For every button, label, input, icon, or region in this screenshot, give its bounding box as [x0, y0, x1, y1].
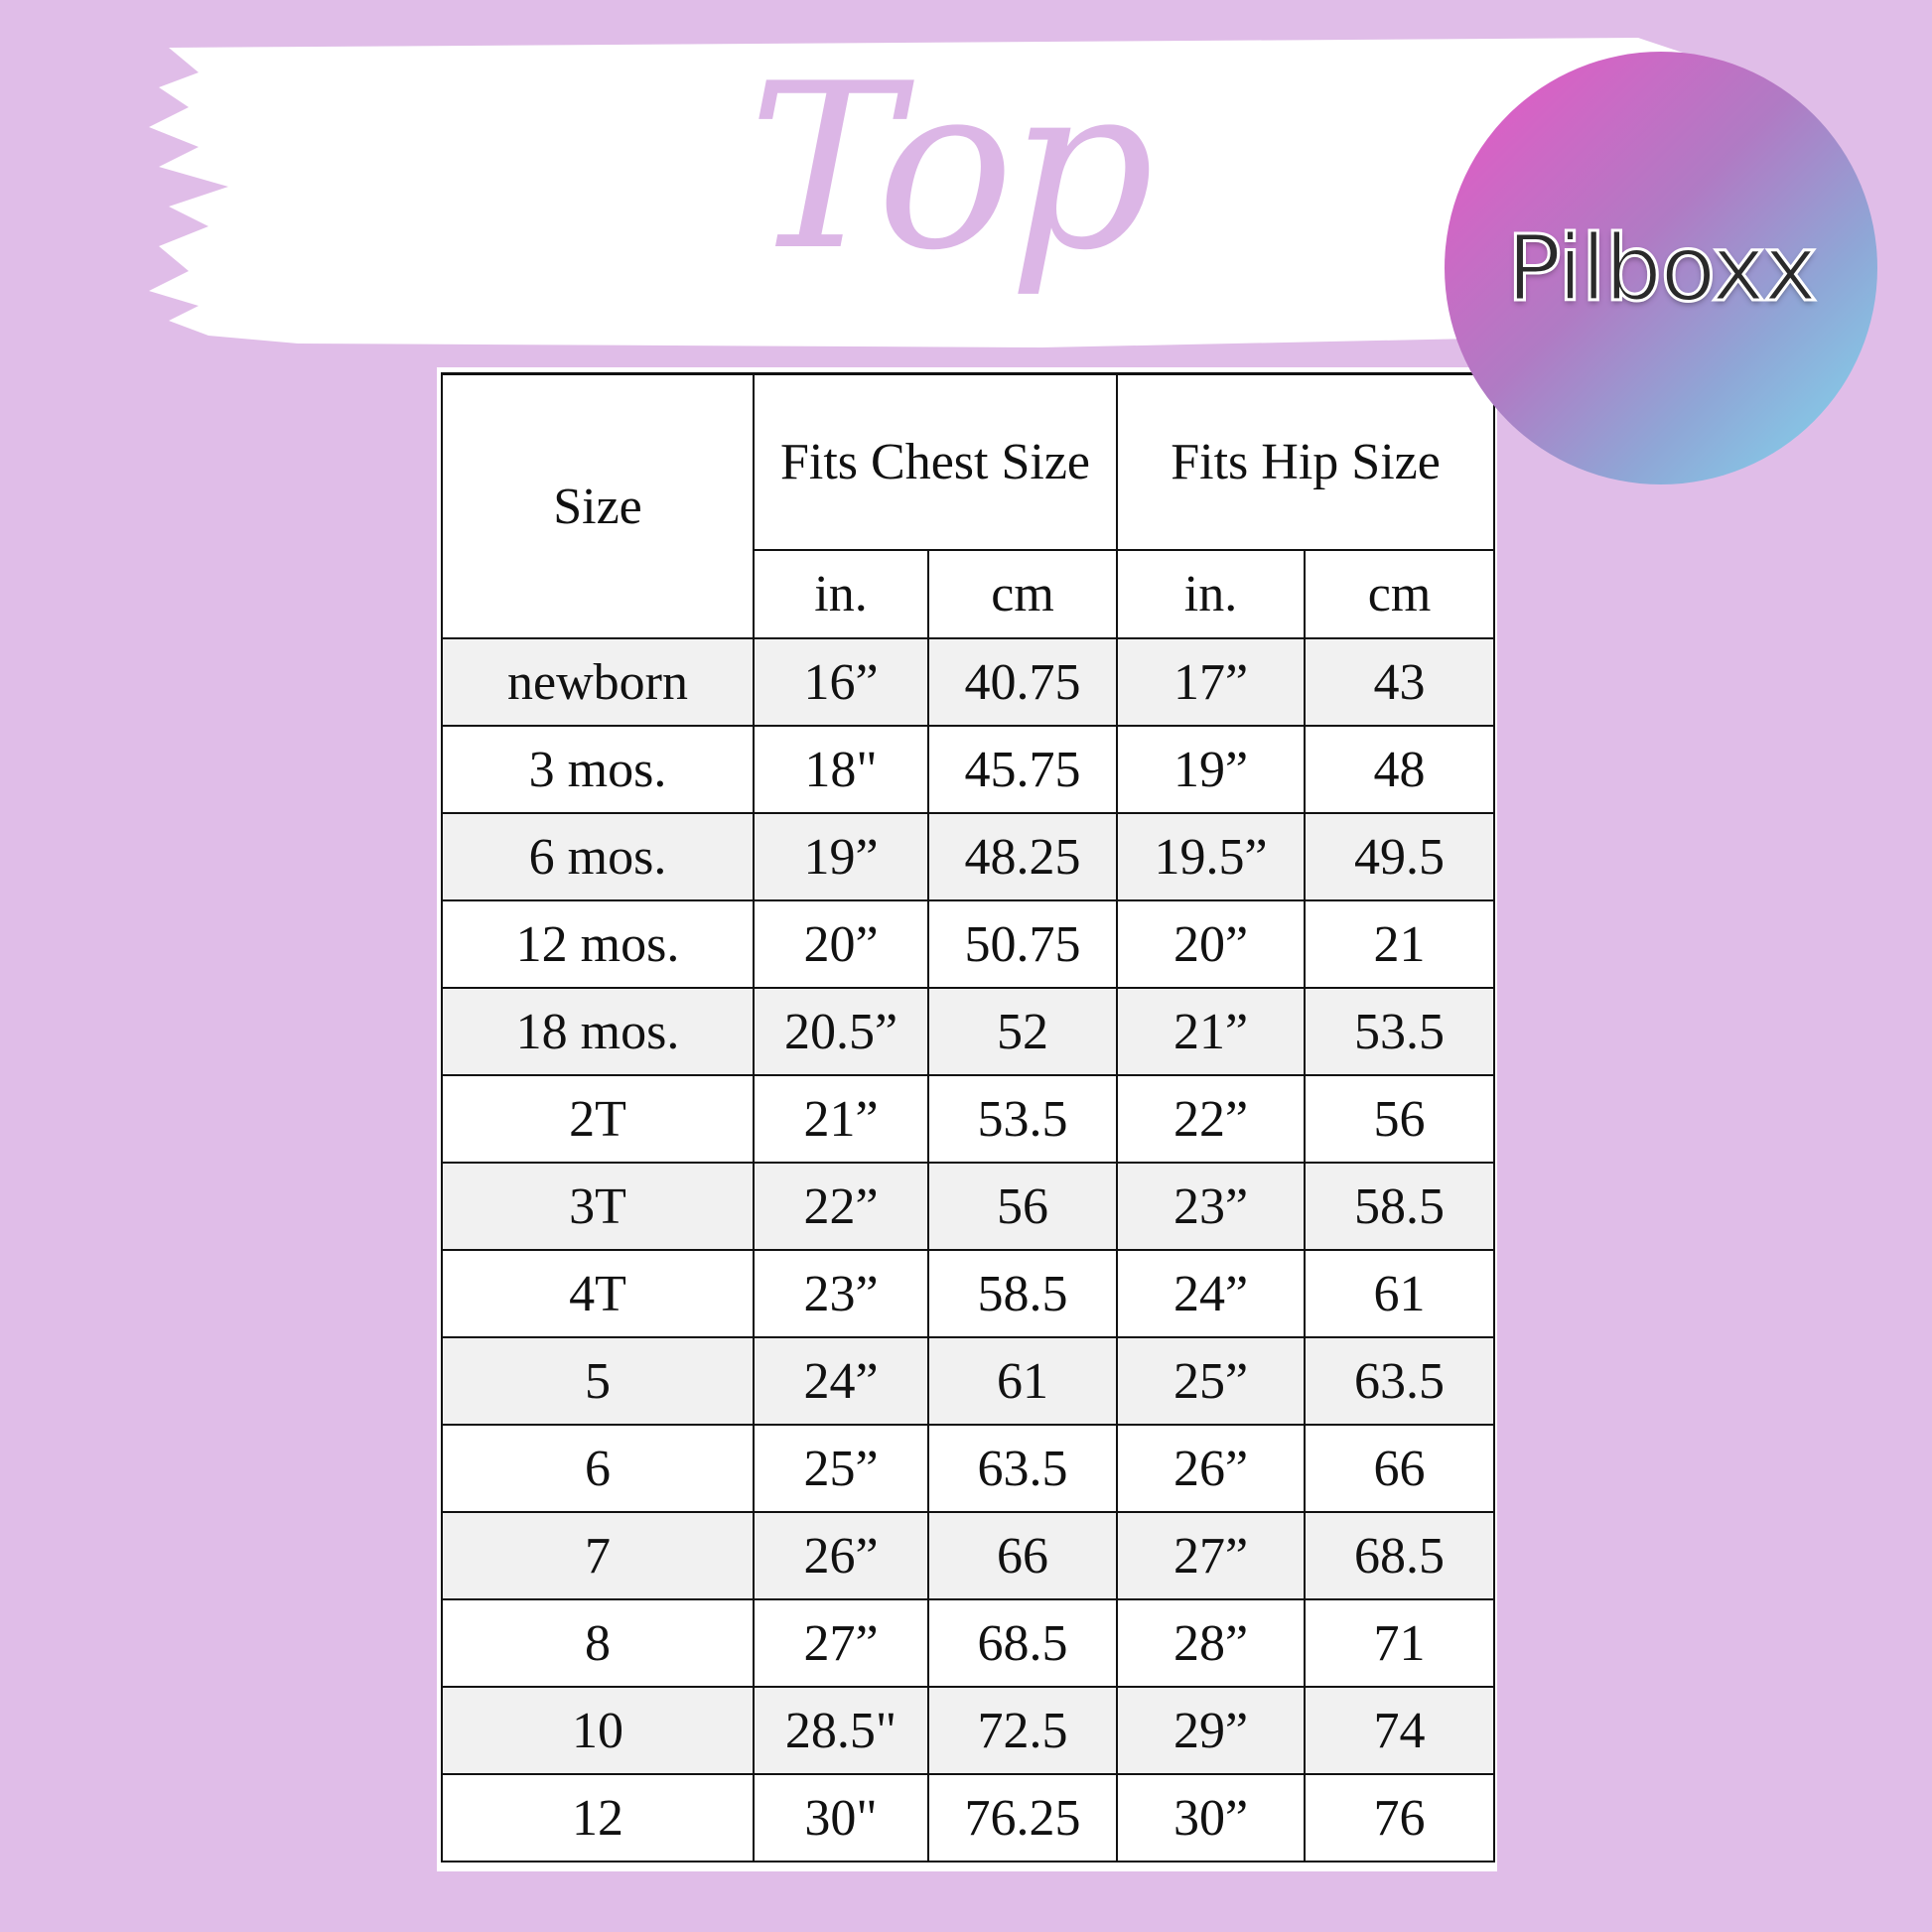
cell-size: newborn	[441, 637, 755, 727]
cell-chest-cm: 68.5	[927, 1598, 1118, 1688]
cell-hip-cm: 76	[1303, 1773, 1496, 1863]
cell-hip-in: 22”	[1116, 1074, 1306, 1164]
cell-hip-cm: 68.5	[1303, 1511, 1496, 1600]
header-chest: Fits Chest Size	[753, 372, 1118, 551]
size-chart-table: Size Fits Chest Size Fits Hip Size in. c…	[441, 372, 1496, 1863]
cell-size: 10	[441, 1686, 755, 1775]
cell-hip-cm: 21	[1303, 899, 1496, 989]
page-title: Top	[748, 36, 1154, 301]
cell-hip-cm: 49.5	[1303, 812, 1496, 901]
cell-hip-in: 23”	[1116, 1162, 1306, 1251]
cell-chest-cm: 58.5	[927, 1249, 1118, 1338]
cell-hip-cm: 56	[1303, 1074, 1496, 1164]
cell-hip-in: 25”	[1116, 1336, 1306, 1426]
table-row: 6 mos. 19” 48.25 19.5” 49.5	[441, 812, 1496, 901]
cell-hip-in: 27”	[1116, 1511, 1306, 1600]
header-size: Size	[441, 372, 755, 639]
cell-hip-in: 19.5”	[1116, 812, 1306, 901]
cell-size: 3 mos.	[441, 725, 755, 814]
cell-chest-in: 27”	[753, 1598, 929, 1688]
cell-size: 18 mos.	[441, 987, 755, 1076]
cell-size: 5	[441, 1336, 755, 1426]
logo-text: Pilboxx	[1505, 214, 1819, 324]
cell-size: 6 mos.	[441, 812, 755, 901]
pilboxx-logo: Pilboxx	[1445, 52, 1877, 484]
cell-chest-in: 20”	[753, 899, 929, 989]
cell-chest-cm: 48.25	[927, 812, 1118, 901]
cell-hip-in: 29”	[1116, 1686, 1306, 1775]
cell-size: 8	[441, 1598, 755, 1688]
table-row: newborn 16” 40.75 17” 43	[441, 637, 1496, 727]
cell-chest-cm: 66	[927, 1511, 1118, 1600]
table-row: 3T 22” 56 23” 58.5	[441, 1162, 1496, 1251]
table-row: 12 mos. 20” 50.75 20” 21	[441, 899, 1496, 989]
table-row: 12 30" 76.25 30” 76	[441, 1773, 1496, 1863]
cell-chest-in: 18"	[753, 725, 929, 814]
cell-chest-in: 24”	[753, 1336, 929, 1426]
cell-chest-cm: 56	[927, 1162, 1118, 1251]
cell-size: 2T	[441, 1074, 755, 1164]
cell-chest-cm: 40.75	[927, 637, 1118, 727]
cell-hip-in: 28”	[1116, 1598, 1306, 1688]
cell-size: 4T	[441, 1249, 755, 1338]
cell-chest-cm: 45.75	[927, 725, 1118, 814]
cell-chest-in: 23”	[753, 1249, 929, 1338]
cell-chest-in: 20.5”	[753, 987, 929, 1076]
header-hip-in: in.	[1116, 549, 1306, 639]
cell-hip-cm: 63.5	[1303, 1336, 1496, 1426]
cell-hip-cm: 61	[1303, 1249, 1496, 1338]
table-row: 8 27” 68.5 28” 71	[441, 1598, 1496, 1688]
cell-chest-cm: 63.5	[927, 1424, 1118, 1513]
table-row: 10 28.5" 72.5 29” 74	[441, 1686, 1496, 1775]
cell-size: 3T	[441, 1162, 755, 1251]
header-hip: Fits Hip Size	[1115, 372, 1496, 551]
cell-hip-in: 20”	[1116, 899, 1306, 989]
cell-chest-cm: 53.5	[927, 1074, 1118, 1164]
cell-hip-cm: 71	[1303, 1598, 1496, 1688]
table-row: 6 25” 63.5 26” 66	[441, 1424, 1496, 1513]
cell-hip-cm: 74	[1303, 1686, 1496, 1775]
cell-hip-in: 24”	[1116, 1249, 1306, 1338]
cell-chest-cm: 50.75	[927, 899, 1118, 989]
cell-hip-cm: 58.5	[1303, 1162, 1496, 1251]
cell-hip-in: 26”	[1116, 1424, 1306, 1513]
cell-chest-cm: 61	[927, 1336, 1118, 1426]
cell-size: 7	[441, 1511, 755, 1600]
cell-size: 12	[441, 1773, 755, 1863]
cell-chest-in: 25”	[753, 1424, 929, 1513]
cell-hip-cm: 53.5	[1303, 987, 1496, 1076]
cell-hip-in: 30”	[1116, 1773, 1306, 1863]
cell-chest-in: 21”	[753, 1074, 929, 1164]
cell-chest-cm: 72.5	[927, 1686, 1118, 1775]
table-row: 5 24” 61 25” 63.5	[441, 1336, 1496, 1426]
table-row: 18 mos. 20.5” 52 21” 53.5	[441, 987, 1496, 1076]
cell-hip-in: 21”	[1116, 987, 1306, 1076]
cell-chest-in: 28.5"	[753, 1686, 929, 1775]
cell-chest-in: 19”	[753, 812, 929, 901]
cell-chest-in: 30"	[753, 1773, 929, 1863]
cell-hip-cm: 66	[1303, 1424, 1496, 1513]
cell-chest-in: 16”	[753, 637, 929, 727]
cell-size: 6	[441, 1424, 755, 1513]
cell-chest-in: 22”	[753, 1162, 929, 1251]
table-row: 4T 23” 58.5 24” 61	[441, 1249, 1496, 1338]
table-row: 7 26” 66 27” 68.5	[441, 1511, 1496, 1600]
header-hip-cm: cm	[1303, 549, 1496, 639]
table-row: 3 mos. 18" 45.75 19” 48	[441, 725, 1496, 814]
table-row: 2T 21” 53.5 22” 56	[441, 1074, 1496, 1164]
cell-hip-in: 19”	[1116, 725, 1306, 814]
cell-chest-cm: 76.25	[927, 1773, 1118, 1863]
cell-size: 12 mos.	[441, 899, 755, 989]
header-chest-in: in.	[753, 549, 929, 639]
header-chest-cm: cm	[927, 549, 1118, 639]
brush-banner	[149, 38, 1727, 347]
cell-hip-cm: 43	[1303, 637, 1496, 727]
cell-chest-in: 26”	[753, 1511, 929, 1600]
cell-hip-cm: 48	[1303, 725, 1496, 814]
cell-hip-in: 17”	[1116, 637, 1306, 727]
cell-chest-cm: 52	[927, 987, 1118, 1076]
